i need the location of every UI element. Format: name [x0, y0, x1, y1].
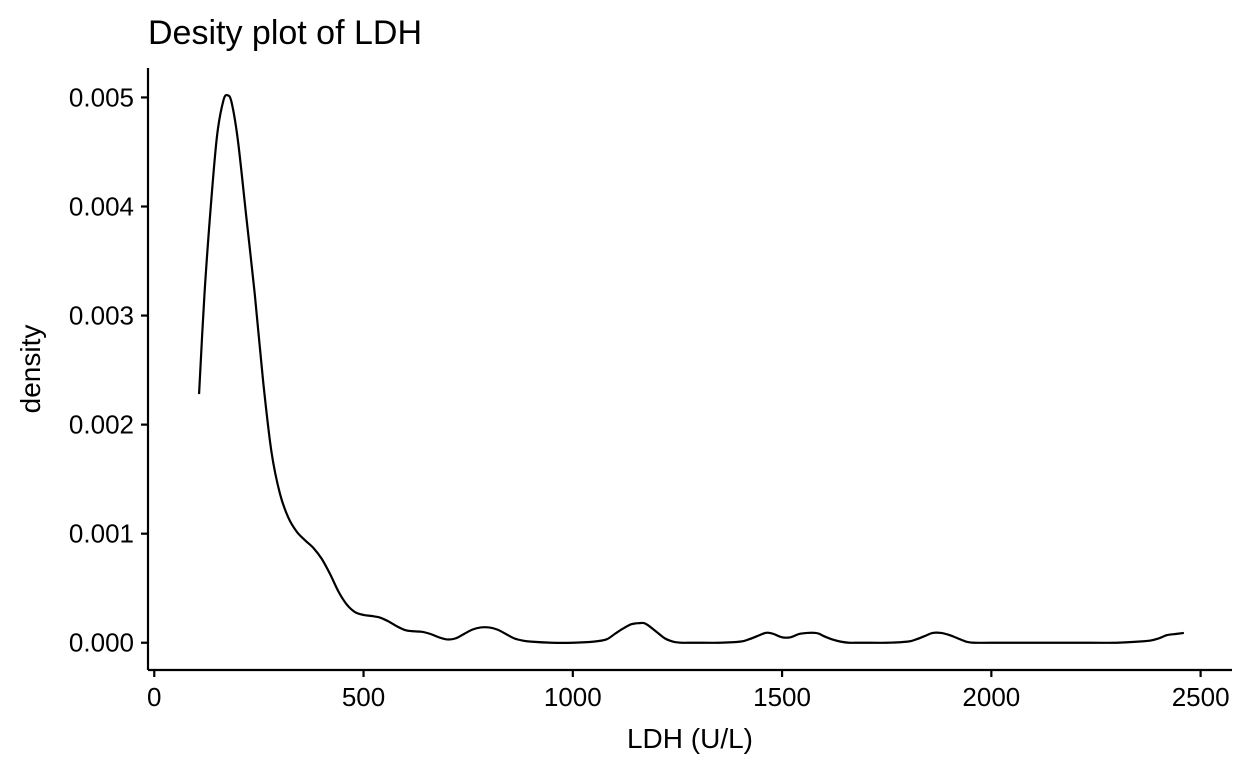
y-tick-label: 0.001	[69, 519, 134, 549]
x-ticks: 0 500 1000 1500 2000 2500	[147, 670, 1230, 712]
density-line	[197, 93, 1185, 644]
y-tick-label: 0.004	[69, 192, 134, 222]
x-tick-label: 2000	[962, 682, 1020, 712]
y-tick-label: 0.003	[69, 301, 134, 331]
x-axis-title: LDH (U/L)	[627, 723, 753, 754]
y-tick-label: 0.000	[69, 628, 134, 658]
x-tick-label: 500	[342, 682, 385, 712]
plot-area	[197, 93, 1185, 644]
y-axis-title: density	[15, 325, 46, 414]
y-tick-label: 0.005	[69, 82, 134, 112]
y-ticks: 0.000 0.001 0.002 0.003 0.004 0.005	[69, 82, 148, 658]
x-tick-label: 1500	[753, 682, 811, 712]
x-tick-label: 2500	[1172, 682, 1230, 712]
chart-title: Desity plot of LDH	[148, 14, 422, 52]
x-tick-label: 0	[147, 682, 161, 712]
x-tick-label: 1000	[544, 682, 602, 712]
y-tick-label: 0.002	[69, 410, 134, 440]
